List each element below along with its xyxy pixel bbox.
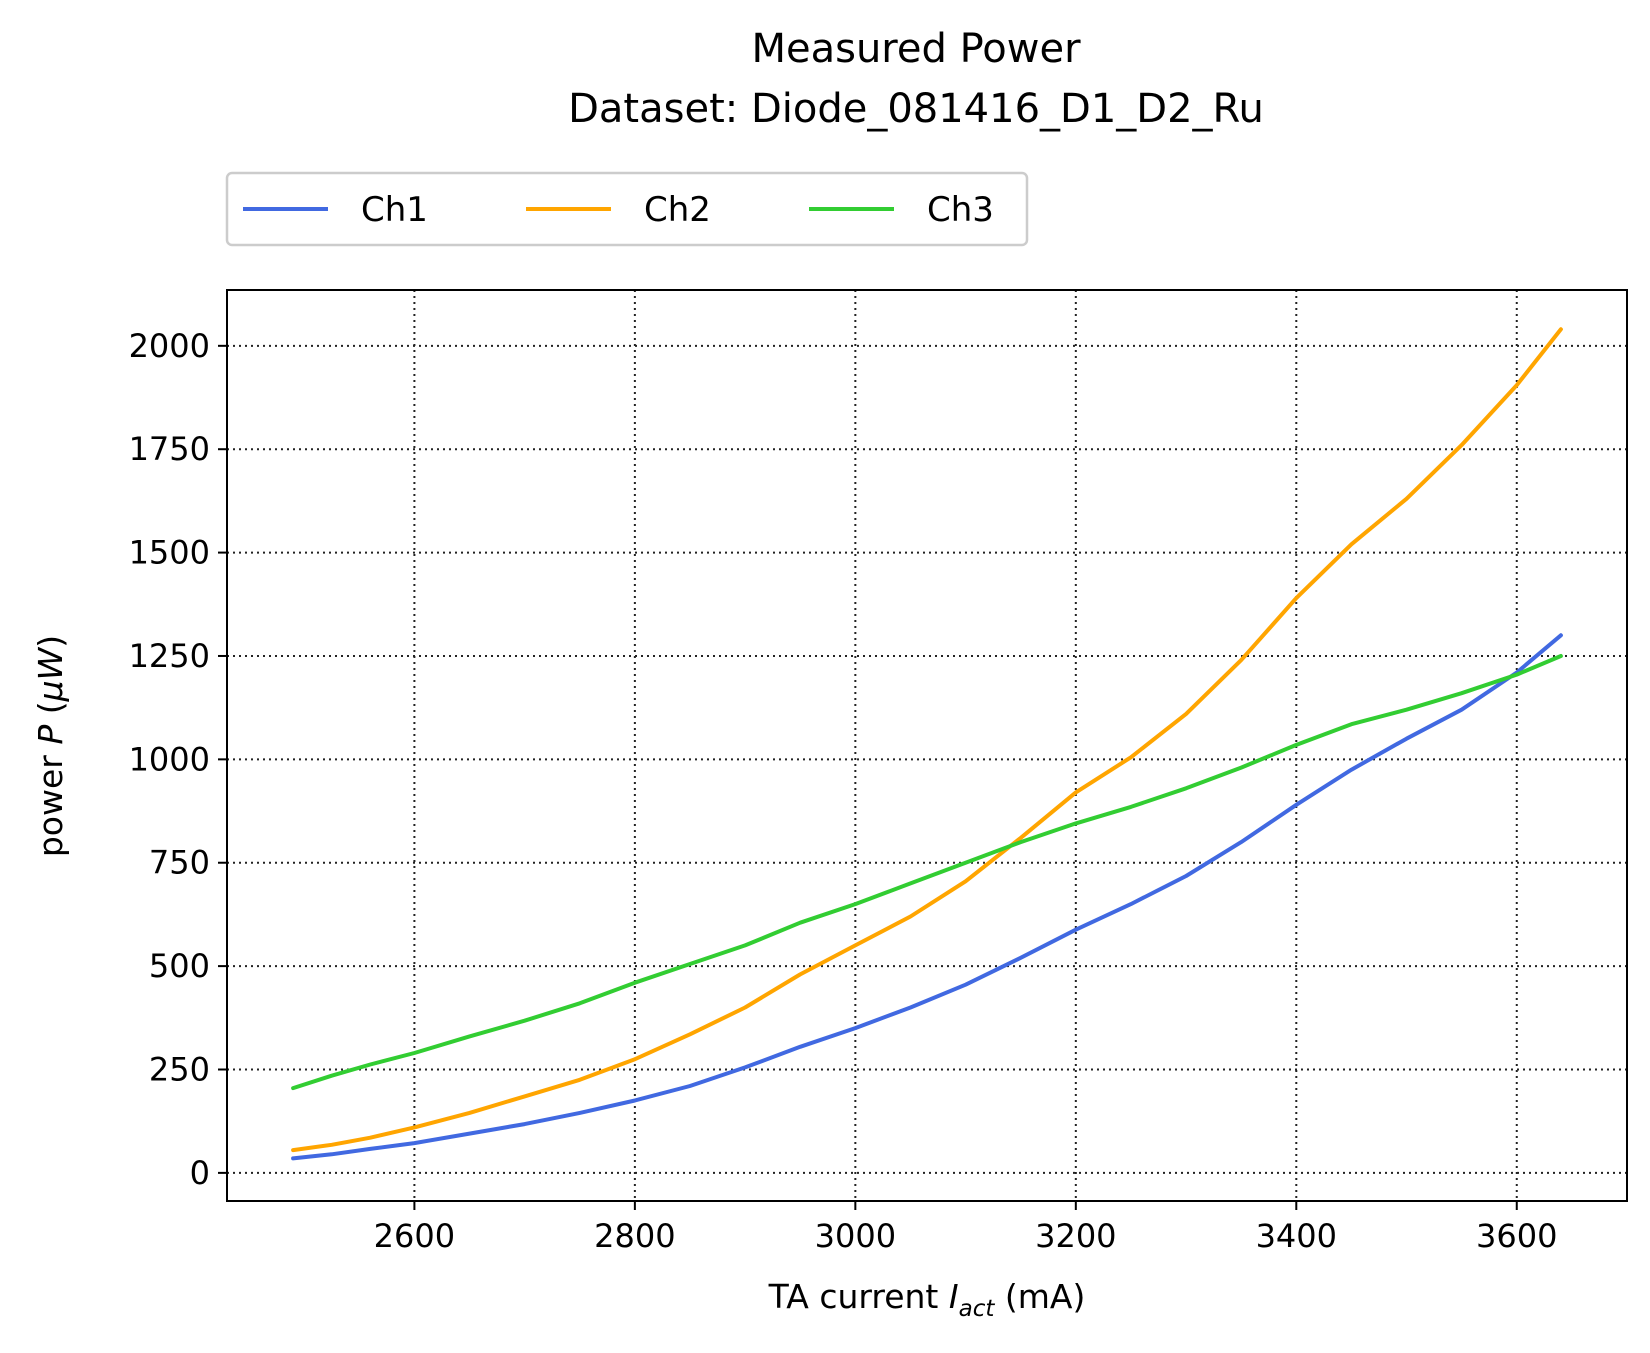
series-layer	[291, 327, 1563, 1161]
x-tick-label-3400: 3400	[1256, 1217, 1337, 1255]
x-tick-label-2600: 2600	[374, 1217, 455, 1255]
y-tick-label-2000: 2000	[129, 327, 210, 365]
x-axis-label: TA current Iact (mA)	[768, 1277, 1086, 1322]
x-axis-label-main: TA current	[768, 1277, 949, 1316]
y-axis-label-unit-close: )	[31, 635, 70, 648]
legend-label-ch2: Ch2	[644, 190, 711, 230]
y-axis-label-unit-variable: μW	[31, 646, 70, 702]
x-tick-label-2800: 2800	[594, 1217, 675, 1255]
chart-title: Measured Power	[751, 26, 1081, 72]
chart-subtitle: Dataset: Diode_081416_D1_D2_Ru	[568, 86, 1264, 132]
y-tick-label-1500: 1500	[129, 534, 210, 572]
x-tick-label-3000: 3000	[815, 1217, 896, 1255]
y-axis-ticks: 0 250 500 750 1000 1250 1500 1750 2000	[129, 327, 227, 1192]
legend-frame	[225, 171, 1029, 247]
x-axis-ticks: 2600 2800 3000 3200 3400 3600	[374, 1201, 1557, 1255]
y-tick-label-1000: 1000	[129, 740, 210, 778]
y-tick-label-0: 0	[190, 1154, 210, 1192]
y-axis-label-variable: P	[31, 725, 70, 745]
y-axis-label: power P (μW)	[31, 635, 70, 857]
y-tick-label-250: 250	[149, 1050, 210, 1088]
legend-label-ch1: Ch1	[361, 190, 428, 230]
legend-label-ch3: Ch3	[927, 190, 994, 230]
y-tick-label-750: 750	[149, 844, 210, 882]
series-line-ch3	[291, 654, 1563, 1091]
grid	[227, 290, 1627, 1201]
x-axis-label-unit: (mA)	[994, 1277, 1085, 1316]
x-tick-label-3600: 3600	[1476, 1217, 1557, 1255]
y-tick-label-500: 500	[149, 947, 210, 985]
x-axis-label-variable: I	[949, 1277, 959, 1316]
plot-area-frame	[226, 289, 1628, 1202]
series-line-ch1	[291, 633, 1563, 1161]
x-tick-label-3200: 3200	[1035, 1217, 1116, 1255]
series-line-ch2	[291, 327, 1563, 1153]
legend: Ch1 Ch2 Ch3	[225, 171, 1029, 247]
y-axis-label-unit-open: (	[31, 701, 70, 724]
y-tick-label-1750: 1750	[129, 430, 210, 468]
x-axis-label-subscript: act	[959, 1296, 996, 1322]
y-axis-label-main: power	[31, 745, 70, 858]
y-tick-label-1250: 1250	[129, 637, 210, 675]
